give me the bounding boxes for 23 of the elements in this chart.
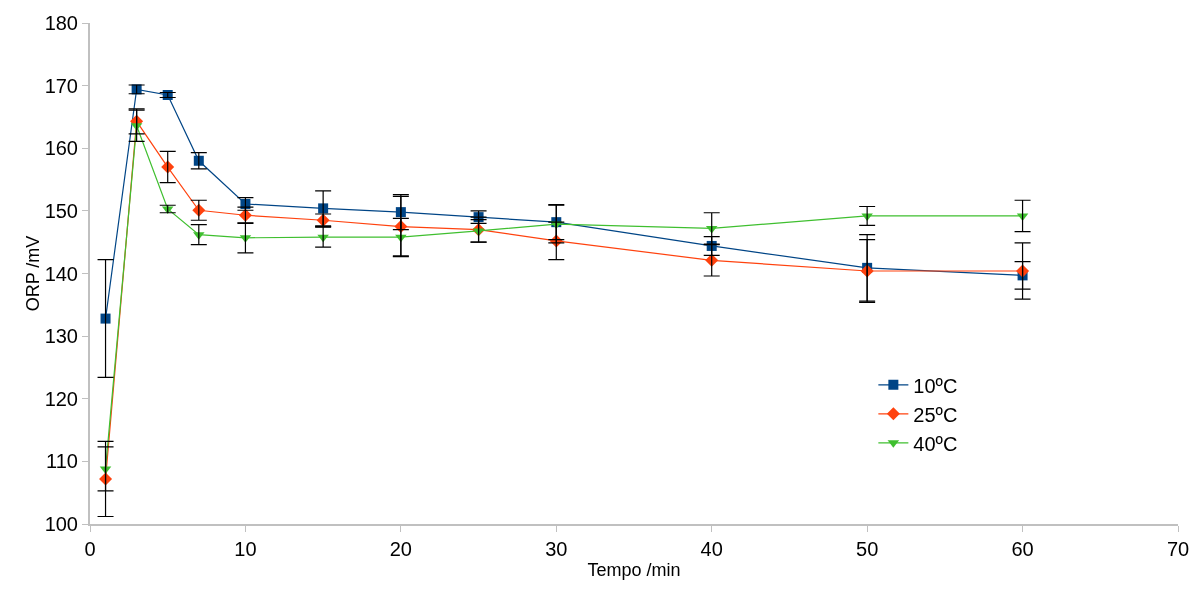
y-tick-label: 110 — [46, 450, 78, 473]
x-tick-label: 20 — [389, 538, 412, 560]
y-tick-label: 100 — [44, 513, 78, 535]
legend-label: 40ºC — [913, 432, 958, 455]
x-tick-label: 30 — [545, 538, 568, 560]
x-tick-label: 0 — [84, 538, 96, 560]
y-tick-label: 120 — [44, 387, 78, 410]
x-tick-label: 60 — [1011, 538, 1034, 560]
x-tick-label: 10 — [234, 538, 257, 560]
x-tick-label: 40 — [700, 538, 723, 560]
y-tick-label: 140 — [44, 262, 78, 285]
y-axis-title: ORP /mV — [22, 235, 43, 312]
legend-label: 10ºC — [913, 374, 958, 397]
y-tick-label: 160 — [44, 137, 78, 160]
y-tick-label: 170 — [44, 74, 78, 97]
x-tick-label: 50 — [856, 538, 879, 560]
x-axis-title: Tempo /min — [587, 559, 681, 580]
legend-label: 25ºC — [913, 403, 958, 426]
y-tick-label: 130 — [44, 325, 78, 348]
y-tick-label: 150 — [44, 199, 78, 222]
point — [100, 313, 111, 324]
y-tick-label: 180 — [44, 12, 78, 34]
x-tick-label: 70 — [1166, 538, 1190, 560]
